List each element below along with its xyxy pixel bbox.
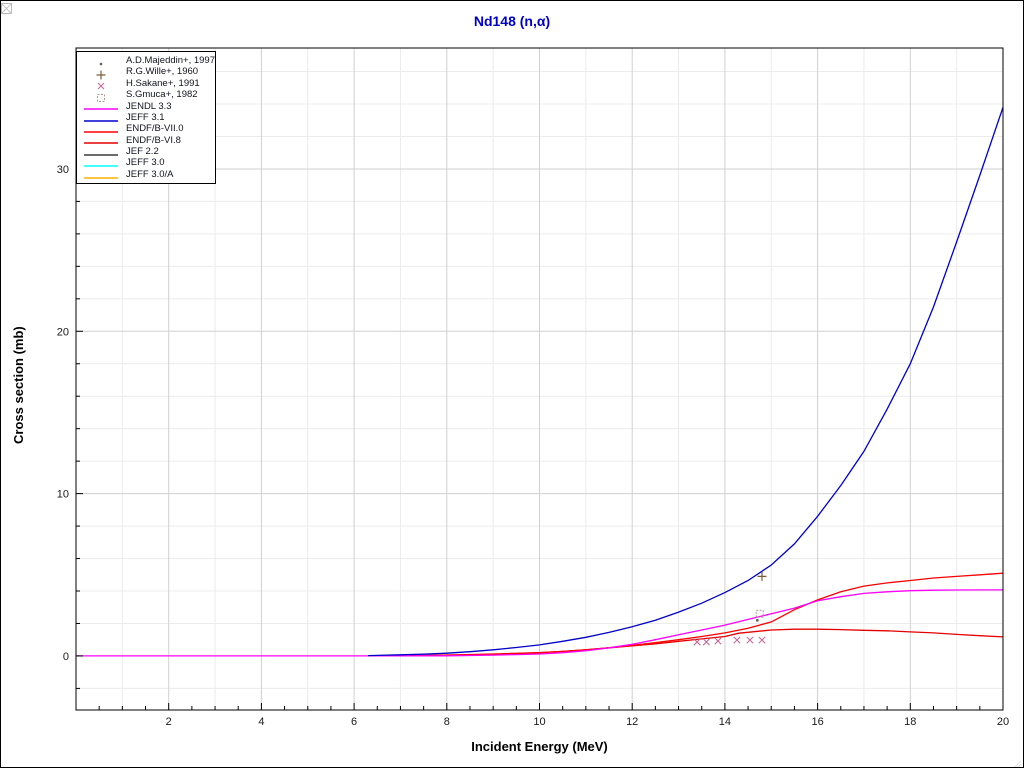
x-axis-title: Incident Energy (MeV) — [471, 739, 608, 754]
x-tick-label: 10 — [533, 716, 545, 728]
x-tick-label: 4 — [258, 716, 264, 728]
x-tick-label: 2 — [166, 716, 172, 728]
legend-entry-label: JEFF 3.1 — [126, 111, 165, 123]
marker-h-sakane-1991 — [758, 636, 766, 644]
legend-entry: H.Sakane+, 1991 — [83, 77, 213, 90]
y-tick-label: 30 — [57, 164, 69, 176]
y-tick-label: 0 — [63, 651, 69, 663]
legend-entry: JEF 2.2 — [83, 146, 213, 157]
legend-entry-label: ENDF/B-VII.0 — [126, 123, 184, 135]
marker-s-gmuca-1982 — [755, 609, 764, 618]
legend-entry-label: H.Sakane+, 1991 — [126, 77, 200, 89]
legend-entry-label: R.G.Wille+, 1960 — [126, 66, 199, 78]
legend-entry-label: JENDL 3.3 — [126, 100, 172, 112]
y-tick-label: 10 — [57, 489, 69, 501]
legend-entry: S.Gmuca+, 1982 — [83, 89, 213, 102]
legend-x-marker-icon — [83, 78, 119, 90]
broken-image-icon — [1012, 756, 1022, 767]
legend-dot-marker-icon — [83, 56, 119, 66]
marker-h-sakane-1991 — [733, 636, 741, 644]
legend-entry: JEFF 3.0 — [83, 158, 213, 169]
legend-entry-label: JEF 2.2 — [126, 146, 159, 158]
x-tick-label: 18 — [904, 716, 916, 728]
x-tick-label: 12 — [626, 716, 638, 728]
curve-endf-b-vii-0 — [437, 572, 1004, 657]
marker-h-sakane-1991 — [693, 638, 701, 646]
chart-title: Nd148 (n,α) — [473, 13, 551, 29]
legend-line-sample-icon — [83, 158, 119, 168]
broken-image-icon — [1, 1, 12, 14]
legend-entry-label: A.D.Majeddin+, 1997 — [126, 54, 215, 66]
legend-square-marker-icon — [83, 90, 119, 102]
legend-line-sample-icon — [83, 113, 119, 123]
curve-jendl-3-3 — [76, 589, 1003, 657]
legend-entry: JEFF 3.0/A — [83, 169, 213, 180]
legend-entry: A.D.Majeddin+, 1997 — [83, 54, 215, 66]
marker-a-d-majeddin-1997 — [755, 618, 759, 622]
legend-line-sample-icon — [83, 170, 119, 180]
legend-entry: JEFF 3.1 — [83, 112, 213, 123]
marker-h-sakane-1991 — [714, 637, 722, 645]
legend-entry: ENDF/B-VII.0 — [83, 123, 213, 134]
legend-line-sample-icon — [83, 124, 119, 134]
legend-plus-marker-icon — [83, 67, 119, 80]
legend-entry: R.G.Wille+, 1960 — [83, 66, 213, 80]
legend-entry-label: ENDF/B-VI.8 — [126, 134, 181, 146]
y-tick-label: 20 — [57, 326, 69, 338]
curve-jeff-3-1 — [367, 107, 1004, 657]
legend-line-sample-icon — [83, 101, 119, 111]
legend-entry: ENDF/B-VI.8 — [83, 135, 213, 146]
legend-line-sample-icon — [83, 135, 119, 145]
marker-h-sakane-1991 — [702, 638, 710, 646]
x-tick-label: 14 — [719, 716, 731, 728]
marker-h-sakane-1991 — [746, 636, 754, 644]
legend-entry: JENDL 3.3 — [83, 101, 213, 112]
legend-entry-label: JEFF 3.0 — [126, 157, 165, 169]
x-tick-label: 6 — [351, 716, 357, 728]
legend-box: A.D.Majeddin+, 1997 R.G.Wille+, 1960 H.Sak… — [76, 51, 216, 185]
legend-line-sample-icon — [83, 147, 119, 157]
legend-entry-label: S.Gmuca+, 1982 — [126, 89, 198, 101]
x-tick-label: 20 — [997, 716, 1009, 728]
x-tick-label: 16 — [811, 716, 823, 728]
marker-r-g-wille-1960 — [757, 571, 767, 581]
x-tick-label: 8 — [444, 716, 450, 728]
legend-entry-label: JEFF 3.0/A — [126, 168, 174, 180]
